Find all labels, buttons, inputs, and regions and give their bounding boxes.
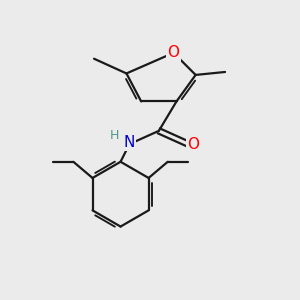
Text: H: H <box>110 129 119 142</box>
Text: O: O <box>188 136 200 152</box>
Text: N: N <box>124 135 135 150</box>
Text: O: O <box>168 45 180 60</box>
